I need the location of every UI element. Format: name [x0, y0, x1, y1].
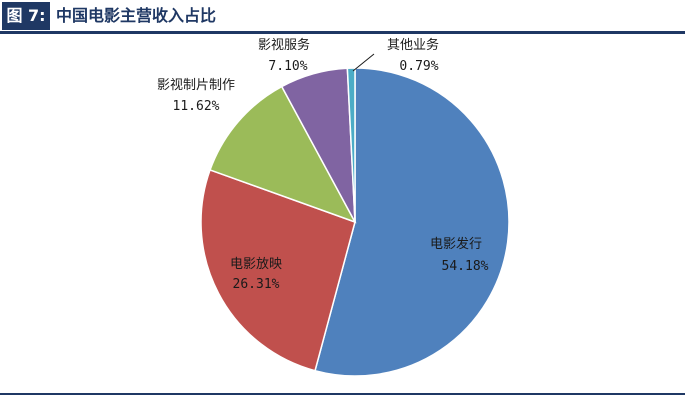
slice-label-value-distribution: 54.18%: [442, 259, 489, 274]
pie-slice-other: [346, 67, 356, 223]
figure-number: 图 7:: [2, 2, 50, 30]
slice-label-name-other: 其他业务: [387, 37, 439, 53]
slice-label-name-services: 影视服务: [258, 37, 310, 53]
figure-title-bar: 图 7: 中国电影主营收入占比: [0, 0, 685, 32]
pie-slice-distribution: [314, 67, 510, 377]
slice-label-name-production: 影视制片制作: [157, 78, 235, 93]
slice-label-value-screening: 26.31%: [233, 277, 280, 292]
pie-slice-production: [209, 85, 357, 224]
bottom-divider: [0, 393, 685, 395]
slice-label-name-distribution: 电影发行: [430, 236, 482, 252]
slice-labels: 电影发行 54.18% 电影放映 26.31% 影视制片制作 11.62% 影视…: [157, 37, 489, 292]
pie-slice-screening: [200, 168, 356, 372]
pie-slices: [200, 67, 510, 377]
pie-chart: 电影发行 54.18% 电影放映 26.31% 影视制片制作 11.62% 影视…: [157, 37, 510, 377]
slice-label-value-production: 11.62%: [173, 99, 220, 114]
leader-line-other: [352, 53, 375, 72]
slice-label-value-services: 7.10%: [268, 59, 307, 74]
title-divider: [0, 31, 685, 34]
figure-title: 中国电影主营收入占比: [56, 6, 217, 25]
slice-label-value-other: 0.79%: [399, 59, 438, 74]
slice-label-name-screening: 电影放映: [230, 257, 282, 272]
